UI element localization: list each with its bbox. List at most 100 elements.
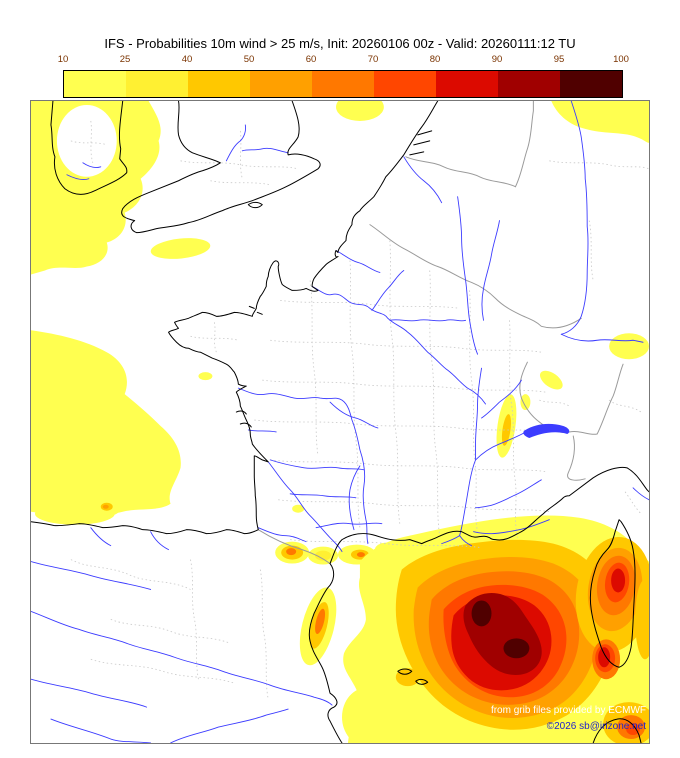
shade-ireland-hole <box>56 104 117 177</box>
border-nl-de <box>514 101 534 188</box>
attribution-copyright: ©2026 sb@irizone.net <box>546 721 646 732</box>
colorbar-segment <box>498 71 560 97</box>
river-loire <box>237 387 369 545</box>
river-allier <box>348 465 361 531</box>
colorbar-tick-label: 40 <box>181 54 193 65</box>
river-dordogne <box>269 459 365 471</box>
colorbar-tick-label: 25 <box>119 54 131 65</box>
river-garonne <box>267 461 343 553</box>
shade-biscay <box>31 330 181 516</box>
shade-balearic <box>395 668 420 687</box>
river-durance <box>473 519 550 535</box>
shade-jura <box>539 370 563 390</box>
map-canvas <box>30 100 650 744</box>
river-adour <box>257 527 307 543</box>
coastlines <box>31 101 649 743</box>
shade-east-edge <box>609 333 649 360</box>
shade-med-95a <box>471 600 492 627</box>
colorbar-segment <box>374 71 436 97</box>
river-charente <box>247 429 277 433</box>
map-title: IFS - Probabilities 10m wind > 25 m/s, I… <box>104 36 576 51</box>
shade-germany <box>551 101 649 143</box>
shade-sardinia-70 <box>626 723 641 736</box>
border-be-nl <box>405 156 516 188</box>
coastline-ireland <box>50 101 128 195</box>
coastline-channel-islands <box>248 305 255 309</box>
shade-med-95b <box>503 638 530 659</box>
colorbar-tick-label: 90 <box>491 54 503 65</box>
river-somme <box>335 250 381 273</box>
admin-boundaries <box>70 120 649 700</box>
river-cher <box>329 401 379 429</box>
coastline-med-spain <box>308 563 343 743</box>
rivers <box>31 101 649 743</box>
border-fr-it <box>567 435 586 481</box>
coastline-re-oleron <box>235 410 247 415</box>
shade-brittany-dot <box>198 372 213 381</box>
river-saone <box>475 367 482 461</box>
colorbar-tick-label: 70 <box>367 54 379 65</box>
coastline-isle-of-wight <box>247 201 263 209</box>
shade-north-sea <box>336 101 384 121</box>
river-lot <box>289 493 357 499</box>
coastline-dutch-estuaries <box>417 130 433 136</box>
river-oise <box>371 270 405 311</box>
shade-basque-core2 <box>102 504 109 509</box>
country-borders <box>257 101 624 565</box>
shade-pyrenees-2b <box>315 550 332 561</box>
river-doubs <box>481 379 522 419</box>
river-ebro <box>31 610 333 706</box>
probability-shading <box>31 101 649 743</box>
river-tarn <box>315 522 383 529</box>
shade-pyrenees-dot <box>292 504 305 513</box>
colorbar-segment <box>560 71 622 97</box>
colorbar-ticks: 10 25 40 50 60 70 80 90 95 100 <box>58 54 629 66</box>
shade-tyrrhenian <box>635 579 649 660</box>
shade-catalonia-c <box>315 608 326 634</box>
colorbar-segment <box>436 71 498 97</box>
colorbar-segment <box>250 71 312 97</box>
river-schelde <box>403 156 443 204</box>
river-severn <box>225 124 246 162</box>
shade-channel <box>150 238 211 259</box>
colorbar-segment <box>312 71 374 97</box>
river-meuse <box>457 196 479 355</box>
river-marne <box>389 319 467 322</box>
shade-cantabria <box>34 502 115 525</box>
colorbar-tick-label: 80 <box>429 54 441 65</box>
shade-alps-core <box>501 414 511 446</box>
border-fr-be-de <box>369 224 582 329</box>
colorbar-tick-label: 50 <box>243 54 255 65</box>
colorbar-tick-label: 95 <box>553 54 565 65</box>
river-thames <box>241 147 289 154</box>
colorbar-tick-label: 100 <box>613 54 629 65</box>
colorbar-segment <box>64 71 126 97</box>
shade-ebro-patch <box>342 687 394 743</box>
coastline-med-france <box>329 466 649 565</box>
probability-colorbar <box>63 70 623 98</box>
river-isere <box>475 479 542 509</box>
river-seine <box>311 285 486 405</box>
river-moselle <box>481 220 500 321</box>
colorbar-tick-label: 10 <box>57 54 69 65</box>
colorbar-segment <box>188 71 250 97</box>
shade-alps-dot <box>520 394 531 411</box>
shade-pyrenees-3c <box>356 552 365 558</box>
map-svg <box>31 101 649 743</box>
border-fr-es <box>257 529 331 565</box>
coastline-balearics <box>397 668 413 675</box>
colorbar-tick-label: 60 <box>305 54 317 65</box>
border-ch-e <box>596 363 624 435</box>
coastline-corsica <box>589 519 636 668</box>
river-rhine <box>560 101 589 335</box>
shade-corsica-80 <box>611 568 626 593</box>
colorbar-segment <box>126 71 188 97</box>
coastline-sardinia <box>592 718 642 743</box>
attribution-ecmwf: from grib files provided by ECMWF <box>490 705 646 716</box>
coastline-britain <box>121 101 321 234</box>
border-fr-ch <box>519 361 540 423</box>
shade-pyrenees-1c <box>286 548 297 556</box>
lake-geneva <box>523 423 570 438</box>
coastline-continent-atlantic <box>31 101 439 535</box>
